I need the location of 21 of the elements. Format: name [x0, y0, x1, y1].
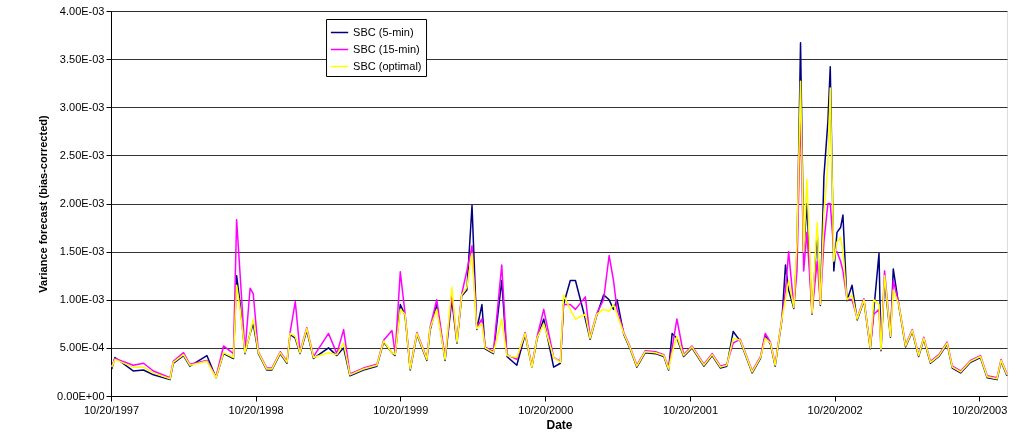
y-tick-label: 4.00E-03: [59, 4, 105, 17]
y-tick-label: 2.00E-03: [59, 197, 105, 209]
legend-label: SBC (5-min): [353, 25, 414, 38]
x-tick-label: 10/20/1997: [83, 403, 140, 416]
x-tick-label: 10/20/2003: [952, 403, 1008, 416]
legend-label: SBC (15-min): [353, 42, 420, 55]
x-axis-title: Date: [546, 417, 573, 432]
x-tick-label: 10/20/2000: [518, 403, 574, 416]
y-tick-label: 3.00E-03: [59, 100, 105, 113]
y-tick-label: 5.00E-04: [59, 341, 105, 354]
x-tick-label: 10/20/2002: [807, 403, 863, 416]
y-axis-title: Variance forecast (bias-corrected): [37, 115, 50, 293]
y-tick-label: 1.50E-03: [59, 245, 105, 258]
y-tick-label: 1.00E-03: [59, 293, 105, 306]
y-tick-label: 3.50E-03: [59, 52, 105, 65]
x-tick-label: 10/20/2001: [662, 403, 718, 416]
x-tick-label: 10/20/1998: [228, 403, 284, 416]
legend-label: SBC (optimal): [353, 59, 422, 72]
x-tick-label: 10/20/1999: [373, 403, 429, 416]
y-tick-label: 2.50E-03: [59, 148, 105, 161]
y-tick-label: 0.00E+00: [57, 389, 105, 402]
